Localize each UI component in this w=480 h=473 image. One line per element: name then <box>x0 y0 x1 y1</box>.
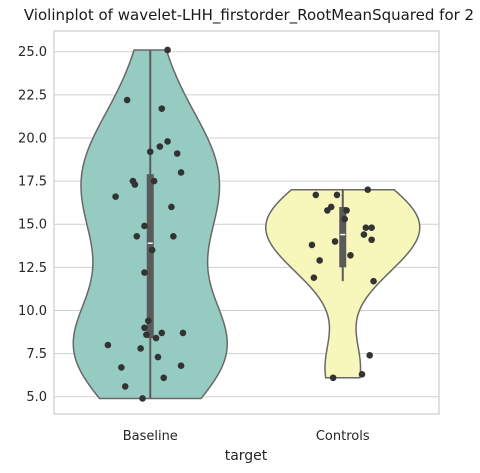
axes-frame <box>53 30 440 415</box>
data-point <box>141 324 148 332</box>
data-point <box>160 374 168 382</box>
data-point <box>148 246 156 254</box>
x-tick-labels: Baseline Controls <box>123 429 370 444</box>
data-point <box>143 331 150 338</box>
data-point <box>104 341 112 349</box>
iqr-box-controls <box>339 206 347 268</box>
data-point <box>173 150 181 157</box>
data-point <box>347 251 354 259</box>
y-tick-label: 5.0 <box>26 390 47 405</box>
x-tick-label: Controls <box>316 429 370 444</box>
y-tick-label: 22.5 <box>18 88 47 103</box>
y-tick-label: 7.5 <box>26 347 47 362</box>
data-point <box>131 181 139 188</box>
data-point <box>360 231 368 238</box>
y-tick-label: 15.0 <box>18 218 47 233</box>
y-tick-label: 12.5 <box>18 261 47 276</box>
x-tick-label: Baseline <box>123 429 178 444</box>
data-point <box>121 383 129 390</box>
iqr-box-baseline <box>146 174 154 339</box>
data-point <box>310 274 318 282</box>
data-point <box>370 277 377 285</box>
y-tick-labels: 5.0 7.5 10.0 12.5 15.0 17.5 20.0 22.5 25.0 <box>18 45 47 405</box>
data-point <box>112 193 119 200</box>
data-point <box>329 374 337 382</box>
inner-boxes <box>146 49 347 399</box>
data-point <box>312 191 320 199</box>
data-point <box>368 224 375 231</box>
y-tick-label: 25.0 <box>18 45 47 60</box>
data-point <box>158 329 166 337</box>
data-point <box>158 105 166 112</box>
data-point <box>168 203 175 211</box>
data-point <box>362 224 370 231</box>
data-point <box>341 215 348 223</box>
y-tick-label: 17.5 <box>18 175 47 190</box>
data-point <box>145 317 152 325</box>
data-point <box>333 191 341 199</box>
data-point <box>146 148 154 156</box>
x-axis-label: target <box>225 448 268 464</box>
data-point <box>331 238 339 245</box>
data-point <box>150 177 158 185</box>
data-point <box>170 233 177 240</box>
strip-points <box>104 46 377 402</box>
data-point <box>324 207 331 214</box>
data-point <box>164 138 171 145</box>
data-point <box>308 241 316 249</box>
data-point <box>118 364 125 371</box>
data-point <box>179 329 187 337</box>
data-point <box>152 334 160 342</box>
data-point <box>141 269 148 276</box>
data-point <box>343 207 350 214</box>
data-point <box>156 143 164 150</box>
data-point <box>316 257 323 264</box>
data-point <box>368 236 375 244</box>
data-point <box>364 186 372 194</box>
data-point <box>141 222 148 230</box>
violin-controls <box>264 188 421 379</box>
chart-title: Violinplot of wavelet-LHH_firstorder_Roo… <box>24 6 474 25</box>
data-point <box>133 233 141 240</box>
data-point <box>137 345 144 352</box>
data-point <box>164 46 171 54</box>
data-point <box>177 362 185 369</box>
data-point <box>123 96 131 104</box>
data-point <box>154 353 162 361</box>
data-point <box>358 371 366 378</box>
data-point <box>366 352 374 359</box>
data-point <box>139 395 146 402</box>
data-point <box>177 169 185 176</box>
y-tick-label: 10.0 <box>18 304 47 319</box>
y-tick-label: 20.0 <box>18 131 47 146</box>
